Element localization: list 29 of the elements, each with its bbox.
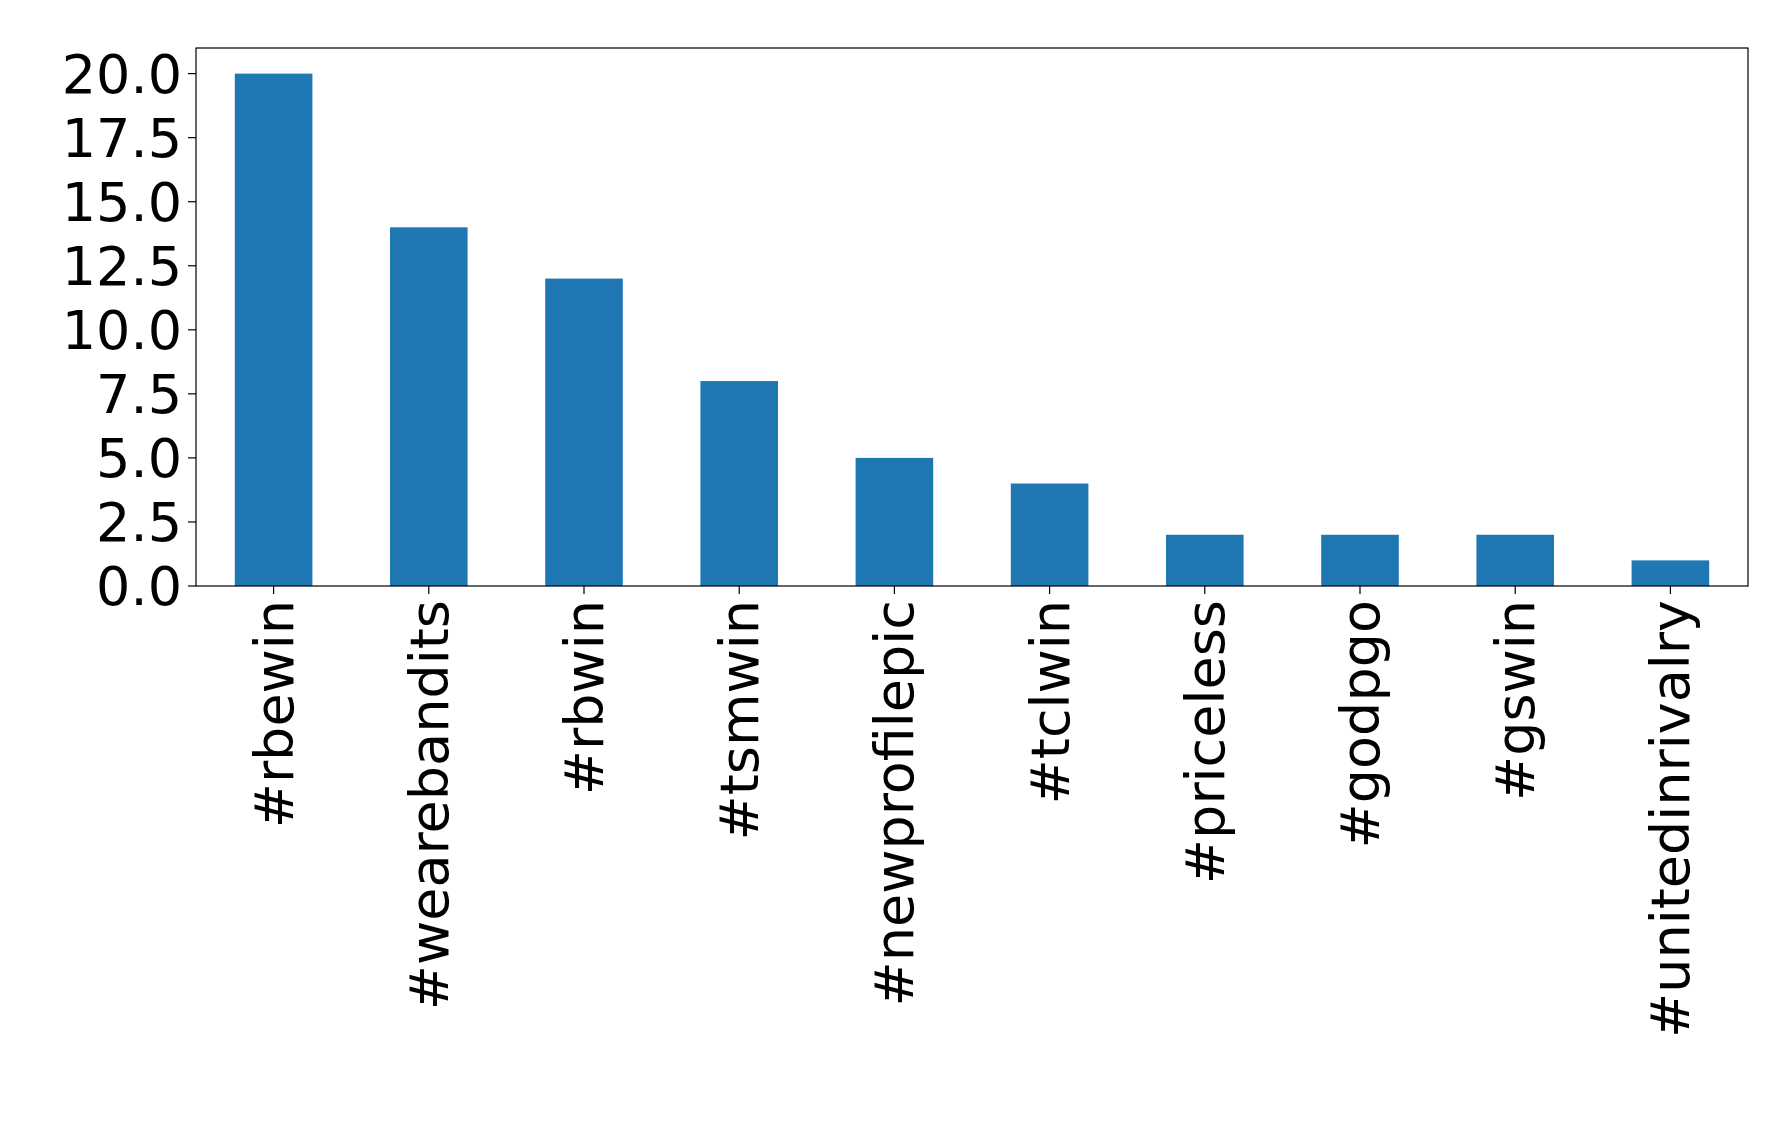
y-tick-label: 10.0 [61, 298, 182, 362]
bar [390, 227, 468, 586]
x-tick-label: #unitedinrivalry [1639, 600, 1703, 1039]
x-tick-label: #newprofilepic [863, 600, 927, 1007]
bar [234, 73, 313, 586]
x-tick-label: #rbewin [242, 600, 306, 829]
y-tick-label: 0.0 [96, 554, 182, 618]
x-tick-label: #rbwin [552, 600, 616, 796]
bar [545, 278, 623, 586]
bar [700, 381, 778, 586]
bar [855, 457, 934, 586]
x-tick-label: #tsmwin [708, 600, 772, 841]
bar [1631, 560, 1710, 586]
y-tick-label: 17.5 [61, 106, 182, 170]
y-tick-label: 12.5 [61, 234, 182, 298]
y-tick-label: 7.5 [96, 362, 182, 426]
x-tick-label: #tclwin [1018, 600, 1082, 805]
bar [1010, 483, 1089, 586]
y-tick-label: 2.5 [96, 490, 182, 554]
y-tick-label: 20.0 [61, 42, 182, 106]
x-tick-label: #gswin [1484, 600, 1548, 802]
bar [1321, 534, 1399, 586]
y-tick-label: 5.0 [96, 426, 182, 490]
bar [1476, 534, 1554, 586]
y-tick-label: 15.0 [61, 170, 182, 234]
bar [1166, 534, 1244, 586]
x-tick-label: #wearebandits [397, 600, 461, 1011]
x-tick-label: #priceless [1173, 600, 1237, 885]
x-tick-label: #godpgo [1328, 600, 1392, 849]
